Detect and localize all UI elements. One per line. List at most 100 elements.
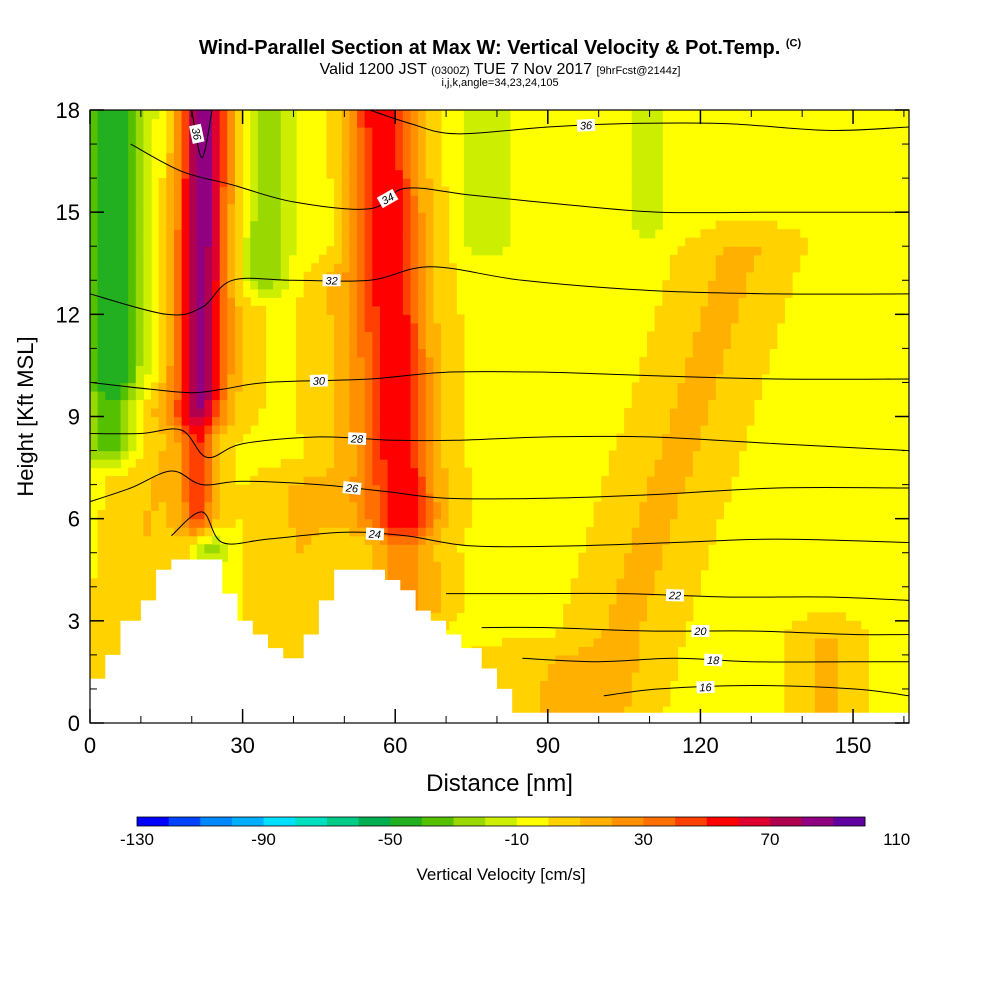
field-cell bbox=[677, 578, 686, 588]
field-cell bbox=[692, 322, 702, 332]
field-cell bbox=[387, 331, 396, 341]
field-cell bbox=[715, 246, 724, 256]
field-cell bbox=[471, 152, 480, 162]
field-cell bbox=[585, 637, 595, 647]
field-cell bbox=[631, 212, 640, 222]
field-cell bbox=[257, 382, 267, 392]
field-cell bbox=[364, 373, 373, 384]
field-cell bbox=[418, 552, 427, 562]
field-cell bbox=[181, 493, 190, 503]
field-cell bbox=[105, 322, 114, 332]
field-cell bbox=[746, 280, 755, 290]
field-cell bbox=[349, 144, 358, 154]
field-cell bbox=[349, 237, 358, 247]
field-cell bbox=[379, 186, 389, 196]
field-cell bbox=[654, 705, 663, 716]
field-cell bbox=[341, 501, 351, 511]
field-cell bbox=[631, 493, 640, 503]
field-cell bbox=[250, 561, 259, 571]
field-cell bbox=[639, 561, 648, 571]
field-cell bbox=[97, 527, 106, 537]
field-cell bbox=[257, 390, 267, 401]
field-cell bbox=[463, 195, 473, 205]
field-cell bbox=[372, 161, 381, 171]
field-cell bbox=[97, 356, 106, 367]
field-cell bbox=[90, 586, 99, 596]
field-cell bbox=[425, 425, 434, 435]
field-cell bbox=[90, 322, 99, 332]
field-cell bbox=[700, 527, 709, 537]
field-cell bbox=[288, 118, 297, 128]
field-cell bbox=[624, 637, 633, 647]
field-cell bbox=[601, 654, 610, 664]
field-cell bbox=[585, 527, 595, 537]
field-cell bbox=[853, 637, 862, 647]
field-cell bbox=[784, 671, 793, 682]
field-cell bbox=[379, 144, 389, 154]
field-cell bbox=[265, 144, 274, 154]
field-cell bbox=[624, 688, 633, 699]
field-cell bbox=[685, 569, 694, 579]
field-cell bbox=[143, 552, 152, 562]
field-cell bbox=[196, 237, 206, 247]
field-cell bbox=[738, 322, 747, 332]
field-cell bbox=[631, 450, 640, 460]
field-cell bbox=[105, 578, 114, 588]
field-cell bbox=[311, 561, 320, 571]
field-cell bbox=[738, 382, 747, 392]
field-cell bbox=[387, 220, 396, 230]
field-cell bbox=[135, 118, 145, 128]
field-cell bbox=[463, 484, 473, 494]
field-cell bbox=[746, 246, 755, 256]
y-axis-label: Height [Kft MSL] bbox=[13, 336, 38, 496]
field-cell bbox=[647, 484, 656, 494]
field-cell bbox=[418, 297, 427, 307]
field-cell bbox=[181, 178, 190, 188]
field-cell bbox=[624, 705, 633, 716]
field-cell bbox=[105, 365, 114, 375]
field-cell bbox=[585, 671, 595, 682]
field-cell bbox=[425, 561, 434, 571]
field-cell bbox=[318, 510, 328, 520]
field-cell bbox=[830, 646, 839, 656]
field-cell bbox=[402, 425, 412, 435]
field-cell bbox=[410, 280, 419, 290]
field-cell bbox=[364, 518, 373, 528]
field-cell bbox=[624, 433, 633, 443]
field-cell bbox=[166, 263, 175, 273]
field-cell bbox=[364, 254, 373, 264]
field-cell bbox=[654, 135, 663, 145]
field-cell bbox=[601, 501, 610, 511]
field-cell bbox=[151, 578, 160, 588]
field-cell bbox=[311, 450, 320, 460]
field-cell bbox=[418, 339, 427, 349]
field-cell bbox=[830, 612, 839, 622]
field-cell bbox=[662, 680, 671, 690]
field-cell bbox=[97, 339, 106, 349]
field-cell bbox=[402, 476, 412, 486]
field-cell bbox=[425, 569, 434, 579]
field-cell bbox=[219, 322, 228, 332]
field-cell bbox=[441, 603, 450, 613]
field-cell bbox=[112, 407, 122, 418]
field-cell bbox=[593, 578, 602, 588]
field-cell bbox=[441, 407, 450, 418]
field-cell bbox=[860, 705, 869, 716]
field-cell bbox=[135, 356, 145, 367]
field-cell bbox=[692, 552, 702, 562]
field-cell bbox=[189, 144, 198, 154]
field-cell bbox=[639, 603, 648, 613]
field-cell bbox=[357, 144, 366, 154]
field-cell bbox=[669, 467, 679, 477]
field-cell bbox=[166, 169, 175, 179]
field-cell bbox=[219, 348, 228, 358]
field-cell bbox=[700, 339, 709, 349]
field-cell bbox=[303, 339, 312, 349]
field-cell bbox=[334, 305, 343, 315]
field-cell bbox=[273, 629, 282, 639]
colorbar-tick-label: -90 bbox=[251, 830, 276, 849]
field-cell bbox=[410, 365, 419, 375]
field-cell bbox=[708, 535, 717, 545]
field-cell bbox=[189, 254, 198, 264]
field-cell bbox=[120, 203, 129, 213]
